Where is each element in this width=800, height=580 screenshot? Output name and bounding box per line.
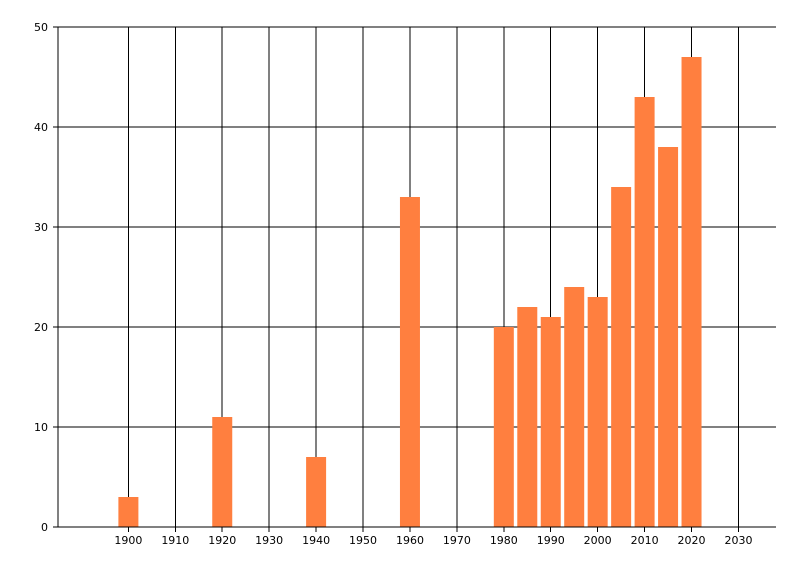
- bar-layer: [118, 57, 702, 527]
- bar-1980: [493, 327, 514, 527]
- y-tick-label: 10: [34, 421, 48, 434]
- bar-1900: [118, 497, 139, 527]
- x-tick-label: 1950: [349, 534, 377, 547]
- y-tick-label: 40: [34, 121, 48, 134]
- x-tick-label: 1910: [161, 534, 189, 547]
- bar-2015: [658, 147, 679, 527]
- bar-1940: [306, 457, 327, 527]
- y-tick-label: 0: [41, 521, 48, 534]
- y-tick-label: 30: [34, 221, 48, 234]
- x-tick-label: 1940: [302, 534, 330, 547]
- bar-1920: [212, 417, 233, 527]
- y-tick-label: 20: [34, 321, 48, 334]
- x-tick-label: 2000: [584, 534, 612, 547]
- x-tick-label: 2010: [631, 534, 659, 547]
- x-tick-label: 1980: [490, 534, 518, 547]
- bar-2005: [611, 187, 632, 527]
- bar-1990: [540, 317, 561, 527]
- bar-2010: [634, 97, 655, 527]
- x-tick-label: 2030: [724, 534, 752, 547]
- x-tick-label: 1920: [208, 534, 236, 547]
- x-tick-label: 1900: [114, 534, 142, 547]
- x-tick-label: 2020: [678, 534, 706, 547]
- bar-2020: [681, 57, 702, 527]
- bar-2000: [587, 297, 608, 527]
- y-tick-label: 50: [34, 21, 48, 34]
- bar-1960: [399, 197, 420, 527]
- x-tick-label: 1990: [537, 534, 565, 547]
- x-tick-label: 1970: [443, 534, 471, 547]
- x-tick-label: 1960: [396, 534, 424, 547]
- bar-1985: [517, 307, 538, 527]
- axis-layer: [53, 26, 776, 532]
- bar-1995: [564, 287, 585, 527]
- x-tick-label: 1930: [255, 534, 283, 547]
